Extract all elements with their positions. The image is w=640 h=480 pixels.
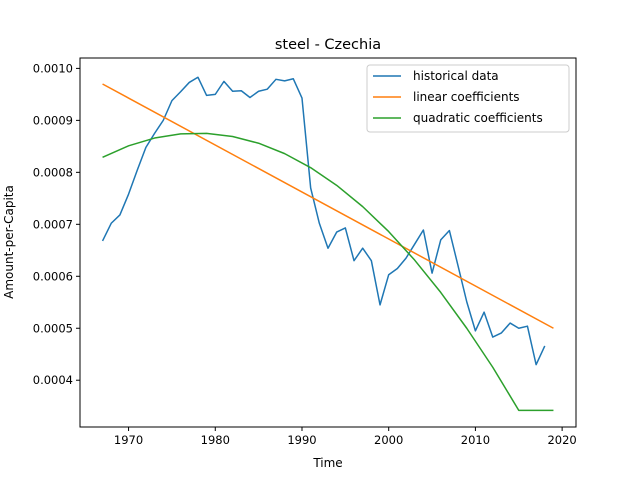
y-tick-label: 0.0005 <box>33 321 73 335</box>
axes-frame <box>79 57 577 428</box>
x-axis-label: Time <box>312 456 342 470</box>
legend-label-quadratic-coefficients: quadratic coefficients <box>413 111 543 125</box>
series-line-historical-data <box>101 76 546 366</box>
x-tick-label: 2000 <box>374 433 403 447</box>
x-tick-label: 1990 <box>287 433 316 447</box>
y-tick-label: 0.0007 <box>33 217 73 231</box>
y-tick-label: 0.0006 <box>33 269 73 283</box>
x-tick-label: 1970 <box>114 433 143 447</box>
plot-area <box>101 76 554 412</box>
y-axis-label: Amount-per-Capita <box>2 185 16 299</box>
x-axis: 1970 1980 1990 2000 2010 2020 <box>114 427 577 447</box>
legend: historical data linear coefficients quadra… <box>366 64 570 133</box>
y-tick-label: 0.0009 <box>33 113 73 127</box>
y-tick-label: 0.0010 <box>33 61 73 75</box>
legend-box <box>366 64 570 133</box>
x-tick-label: 1980 <box>201 433 230 447</box>
series-line-quadratic-coefficients <box>102 132 554 412</box>
y-axis: 0.0004 0.0005 0.0006 0.0007 0.0008 0.0009 0.00… <box>33 61 80 387</box>
legend-label-linear-coefficients: linear coefficients <box>413 90 520 104</box>
chart-title: steel - Czechia <box>275 37 381 53</box>
series-line-linear-coefficients <box>102 83 554 329</box>
x-tick-label: 2020 <box>547 433 576 447</box>
y-tick-label: 0.0004 <box>33 373 73 387</box>
legend-label-historical-data: historical data <box>413 69 499 83</box>
x-tick-label: 2010 <box>461 433 490 447</box>
y-tick-label: 0.0008 <box>33 165 73 179</box>
